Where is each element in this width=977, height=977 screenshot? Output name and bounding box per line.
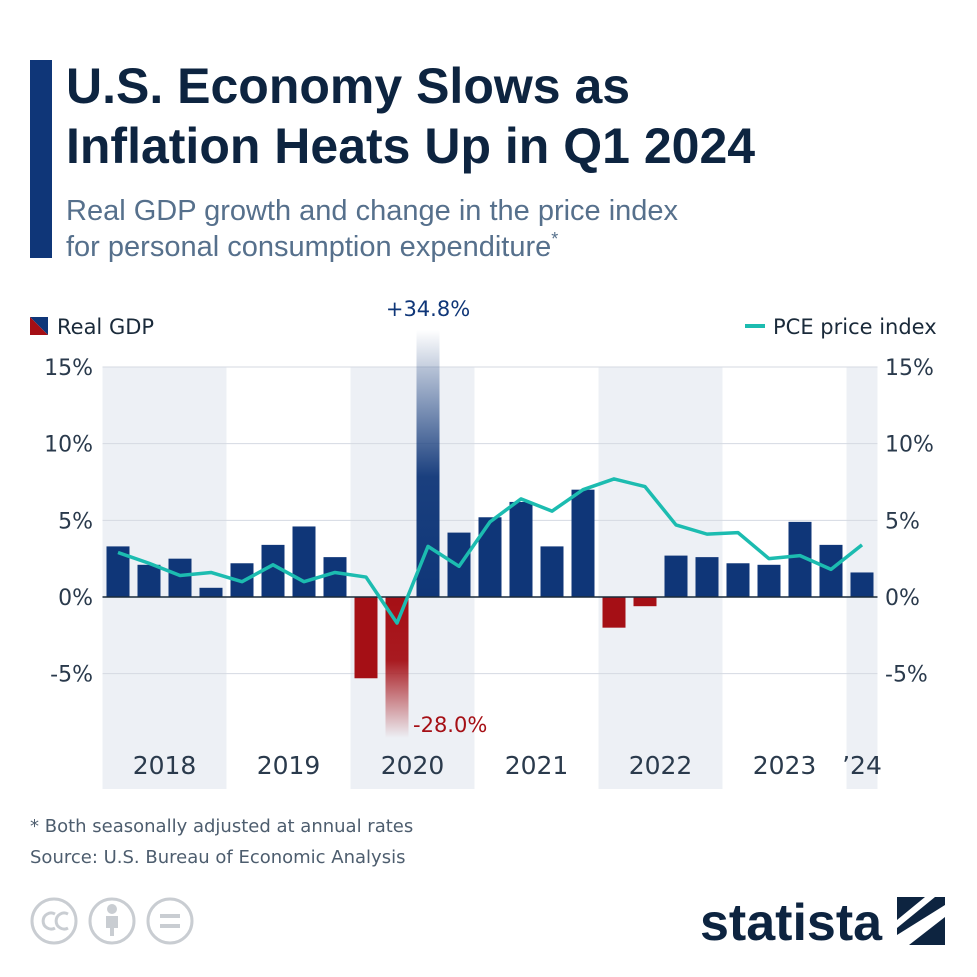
y-tick-label: 5% (58, 509, 93, 534)
plot: 2018 2019 2020 2021 2022 2023 ’24 -5% 0% 5% 10% 15%… (30, 297, 937, 789)
x-group-label: 2018 (133, 751, 197, 780)
y2-tick-label: 10% (885, 433, 934, 458)
bar (726, 563, 750, 597)
bar (416, 330, 440, 597)
x-group-label: 2022 (629, 751, 693, 780)
y-tick-label: 15% (44, 356, 93, 381)
subtitle-mark: * (551, 229, 558, 249)
bar (478, 517, 502, 597)
bar (261, 544, 285, 597)
bar (137, 564, 161, 597)
bar (850, 572, 874, 597)
bar (168, 558, 192, 597)
y2-tick-label: 5% (885, 509, 920, 534)
title-accent (30, 60, 52, 258)
bar (292, 526, 316, 597)
x-group-label: ’24 (842, 751, 882, 780)
chart-title: Inflation Heats Up in Q1 2024 (66, 118, 755, 174)
x-group-label: 2019 (257, 751, 321, 780)
bar (106, 546, 130, 597)
bar (354, 597, 378, 679)
data-label: +34.8% (386, 297, 470, 321)
legend-swatch (30, 317, 48, 335)
bar (199, 587, 223, 597)
bar (509, 501, 533, 597)
x-group-label: 2021 (505, 751, 569, 780)
legend-label: Real GDP (57, 315, 154, 339)
bar (602, 597, 626, 628)
chart-subtitle: for personal consumption expenditure* (66, 229, 558, 263)
bar (323, 557, 347, 597)
y-tick-label: 10% (44, 433, 93, 458)
footnote: * Both seasonally adjusted at annual rat… (30, 816, 413, 837)
bar (695, 557, 719, 597)
bar (788, 521, 812, 597)
bar (571, 489, 595, 597)
legend-label: PCE price index (773, 315, 937, 339)
chart-title: U.S. Economy Slows as (66, 58, 630, 114)
source: Source: U.S. Bureau of Economic Analysis (30, 847, 405, 868)
brand: statista (700, 894, 883, 952)
y-tick-label: 0% (58, 586, 93, 611)
x-group-label: 2020 (381, 751, 445, 780)
subtitle-line: for personal consumption expenditure (66, 231, 551, 263)
bar (633, 597, 657, 607)
x-group-label: 2023 (753, 751, 817, 780)
bar (664, 555, 688, 597)
line (117, 477, 864, 625)
data-label: -28.0% (413, 713, 487, 737)
brand-icon (897, 897, 945, 945)
bar (540, 546, 564, 597)
y2-tick-label: 0% (885, 586, 920, 611)
y-tick-label: -5% (50, 663, 93, 688)
chart-subtitle: Real GDP growth and change in the price … (66, 195, 679, 227)
y2-tick-label: 15% (885, 356, 934, 381)
license-icons (30, 897, 194, 945)
bar (385, 597, 409, 738)
bar (757, 564, 781, 597)
y2-tick-label: -5% (885, 663, 928, 688)
